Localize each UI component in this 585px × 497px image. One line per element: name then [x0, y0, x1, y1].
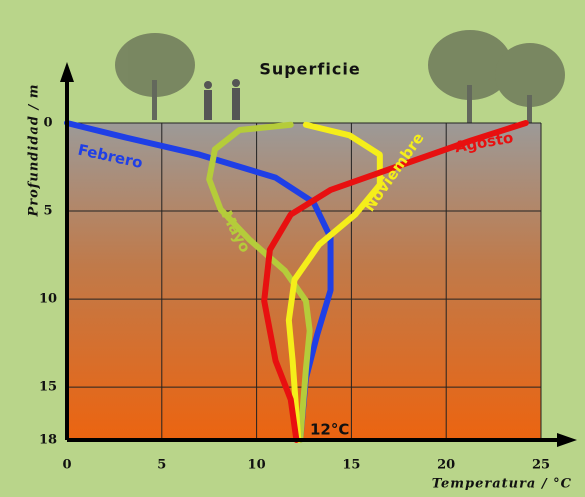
- curves: [64, 120, 529, 443]
- y-tick-label: 10: [39, 292, 57, 307]
- y-tick-label: 15: [39, 380, 57, 395]
- x-tick-label: 15: [342, 458, 360, 473]
- surface-label: Superficie: [259, 60, 360, 79]
- trees: [115, 30, 565, 123]
- x-tick-label: 5: [157, 458, 166, 473]
- y-arrow: [60, 62, 74, 82]
- x-tick-label: 0: [62, 458, 71, 473]
- x-tick-label: 10: [248, 458, 266, 473]
- x-tick-label: 20: [437, 458, 455, 473]
- y-tick-label: 0: [43, 116, 52, 131]
- y-tick-label: 5: [43, 204, 52, 219]
- y-tick-label: 18: [39, 433, 57, 448]
- x-tick-label: 25: [532, 458, 550, 473]
- series-line: [206, 121, 313, 443]
- series-line: [64, 120, 334, 443]
- series-line: [261, 120, 529, 443]
- y-axis-label: Profundidad / m: [27, 84, 42, 218]
- x-arrow: [557, 433, 577, 447]
- people: [204, 79, 240, 120]
- x-axis-label: Temperatura / °C: [432, 477, 572, 492]
- series-line: [285, 121, 383, 443]
- bottom-temp-label: 12°C: [310, 421, 349, 439]
